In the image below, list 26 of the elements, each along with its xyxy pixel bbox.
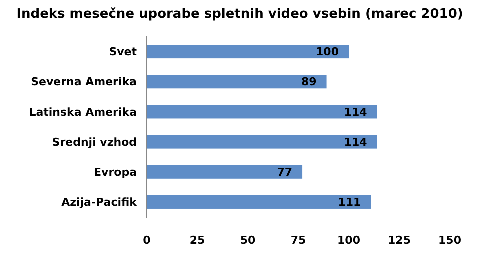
- y-tick-label: Azija-Pacifik: [62, 196, 138, 210]
- bar: [147, 195, 372, 209]
- data-label: 111: [338, 196, 362, 210]
- bar: [147, 105, 378, 119]
- y-tick-label: Severna Amerika: [31, 76, 137, 89]
- data-label: 100: [316, 46, 340, 59]
- data-label: 114: [344, 106, 368, 119]
- x-tick-label: 0: [143, 234, 152, 247]
- chart-title: Indeks mesečne uporabe spletnih video vsebin (marec 2010): [16, 7, 464, 22]
- x-tick-label: 75: [290, 234, 306, 247]
- x-tick-label: 100: [338, 234, 361, 247]
- data-label: 77: [277, 166, 293, 179]
- x-tick-label: 125: [388, 234, 411, 247]
- data-label: 89: [301, 76, 317, 89]
- y-tick-label: Evropa: [94, 166, 137, 179]
- bar: [147, 165, 303, 179]
- y-tick-label: Latinska Amerika: [29, 106, 137, 119]
- y-tick-label: Svet: [109, 46, 137, 59]
- bar: [147, 135, 378, 149]
- data-label: 114: [344, 136, 368, 149]
- y-tick-label: Srednji vzhod: [52, 136, 137, 149]
- bar: [147, 75, 327, 89]
- x-tick-label: 25: [190, 234, 206, 247]
- x-tick-label: 50: [240, 234, 256, 247]
- bar: [147, 45, 349, 59]
- x-tick-label: 150: [438, 234, 462, 247]
